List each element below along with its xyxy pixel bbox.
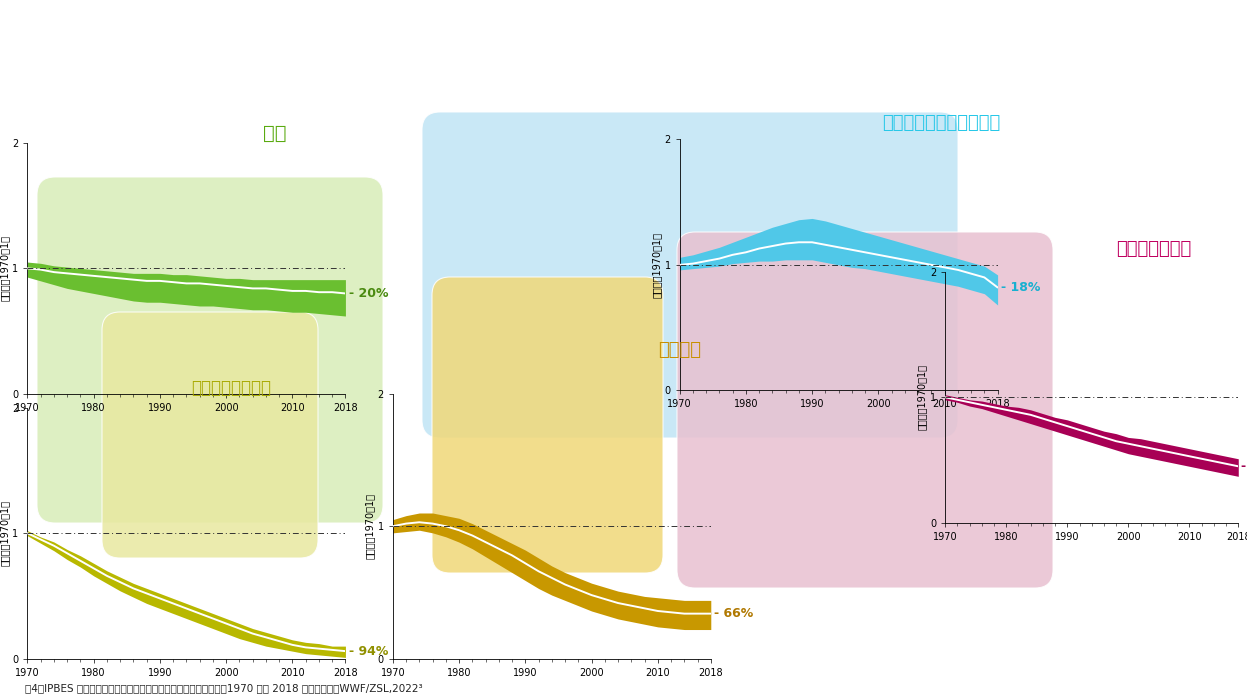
Text: 北米: 北米: [263, 124, 286, 143]
Y-axis label: 指数値（1970＝1）: 指数値（1970＝1）: [0, 500, 10, 566]
Text: - 20%: - 20%: [349, 287, 388, 300]
Text: アジア・太平洋: アジア・太平洋: [1116, 240, 1191, 258]
FancyBboxPatch shape: [677, 232, 1052, 588]
Text: ヨーロッパ・中央アジア: ヨーロッパ・中央アジア: [883, 114, 1000, 132]
Text: - 94%: - 94%: [349, 645, 388, 658]
Text: - 66%: - 66%: [715, 607, 753, 620]
Y-axis label: 指数値（1970＝1）: 指数値（1970＝1）: [652, 232, 662, 298]
FancyBboxPatch shape: [37, 177, 383, 523]
Y-axis label: 指数値（1970＝1）: 指数値（1970＝1）: [365, 493, 375, 559]
Text: アフリカ: アフリカ: [658, 341, 701, 359]
FancyBboxPatch shape: [421, 112, 958, 438]
FancyBboxPatch shape: [102, 312, 318, 558]
Text: 中南米・カリブ海: 中南米・カリブ海: [191, 379, 271, 397]
Text: 図4　IPBES の分類に基づいた地域別の「生きている地球指数」（1970 年～ 2018 年）　出典：WWF/ZSL,2022³: 図4 IPBES の分類に基づいた地域別の「生きている地球指数」（1970 年～…: [25, 684, 423, 694]
Y-axis label: 指数値（1970＝1）: 指数値（1970＝1）: [0, 236, 10, 301]
FancyBboxPatch shape: [431, 277, 663, 573]
Text: - 55%: - 55%: [1241, 460, 1247, 473]
Y-axis label: 指数値（1970＝1）: 指数値（1970＝1）: [918, 365, 928, 430]
Text: - 18%: - 18%: [1001, 281, 1040, 294]
